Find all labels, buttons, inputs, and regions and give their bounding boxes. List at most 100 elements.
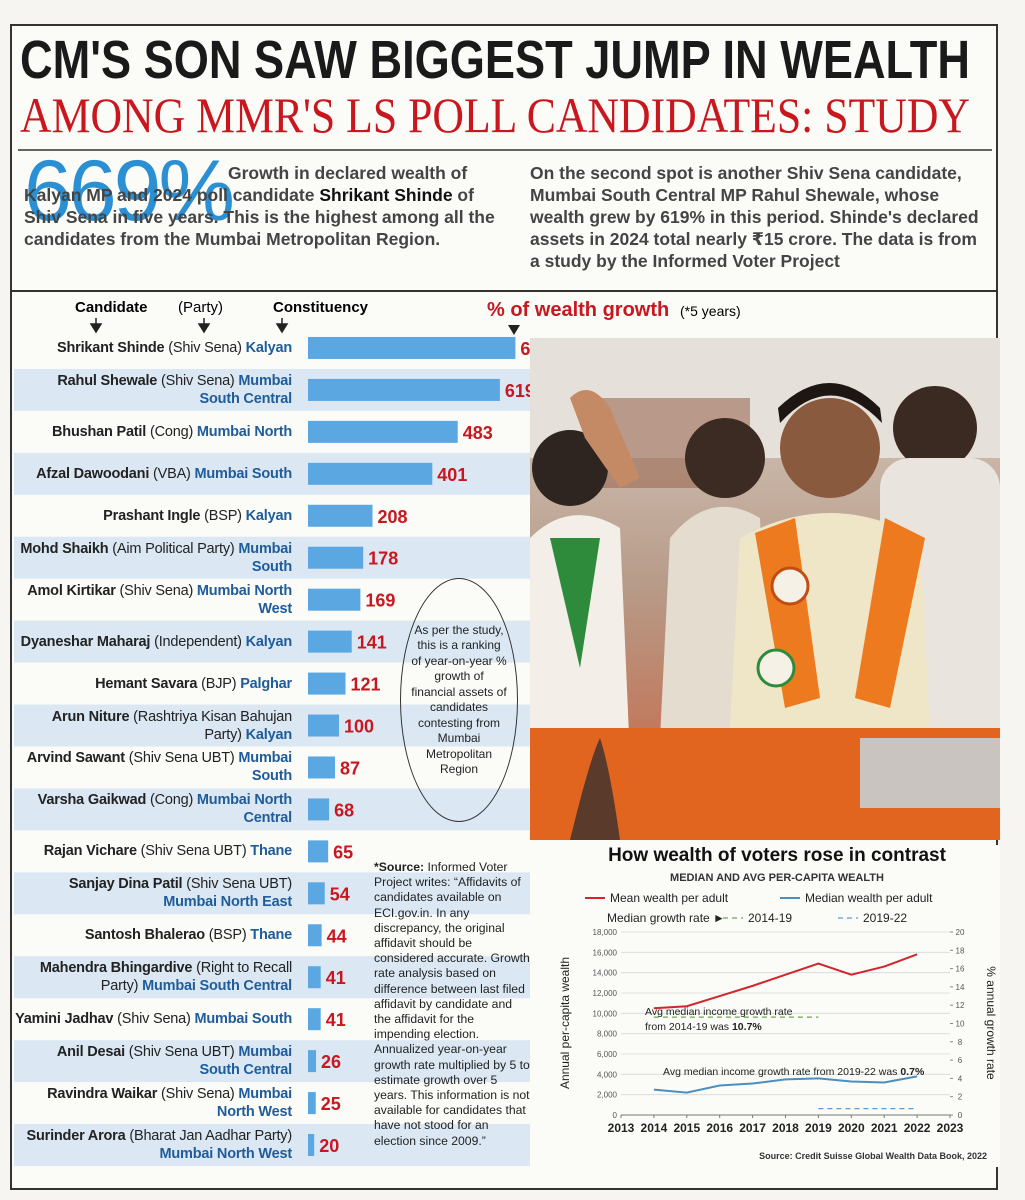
row-shade <box>14 452 530 495</box>
x-tick-label: 2013 <box>608 1121 635 1135</box>
x-tick-label: 2016 <box>706 1121 733 1135</box>
bar <box>308 1134 315 1157</box>
candidate-constituency: Mumbai North West <box>159 1146 293 1163</box>
annotation-text: Avg median income growth rate from 2019-… <box>663 1066 901 1078</box>
y2-tick-label: 8 <box>958 1038 963 1047</box>
annotation-text: Avg median income growth rate from 2014-… <box>645 1006 793 1033</box>
row-shade <box>14 1040 530 1083</box>
candidate-party: (Shiv Sena) <box>161 372 235 389</box>
candidate-name: Afzal Dawoodani <box>36 465 150 482</box>
candidate-name: Sanjay Dina Patil <box>68 876 183 893</box>
candidate-name: Arun Niture <box>51 708 130 725</box>
candidate-constituency: Mumbai North East <box>163 894 292 911</box>
growth-legend-title: Median growth rate ► <box>607 911 725 925</box>
candidate-constituency: Mumbai South <box>238 750 292 785</box>
bar <box>308 882 325 905</box>
y2-tick-label: 18 <box>956 946 965 955</box>
intro-text: Growth in declared wealth of Kalyan MP a… <box>24 163 468 205</box>
bar <box>308 714 339 737</box>
candidate-party: (Shiv Sena) <box>168 339 242 356</box>
headline-line: CM'S SON SAW BIGGEST JUMP IN WEALTH <box>20 30 970 90</box>
candidate-constituency: Kalyan <box>245 339 293 356</box>
candidate-party: (Aim Political Party) <box>112 540 235 557</box>
candidate-name: Prashant Ingle <box>103 507 201 524</box>
candidate-text: Surinder Arora (Bharat Jan Aadhar Party)… <box>14 1127 293 1163</box>
bar <box>308 1092 316 1115</box>
candidate-party: (Cong) <box>149 792 194 809</box>
value-label: 169 <box>365 591 395 611</box>
candidate-party: (BJP) <box>201 675 237 692</box>
line-chart-subtitle: MEDIAN AND AVG PER-CAPITA WEALTH <box>670 872 884 884</box>
y2-tick-label: 14 <box>956 983 965 992</box>
y-tick-label: 6,000 <box>597 1050 618 1059</box>
headline-stat: 669% <box>24 143 235 239</box>
header-candidate: Candidate <box>75 299 148 316</box>
series-line <box>653 953 918 1010</box>
value-label: 483 <box>463 423 493 443</box>
candidate-name: Ravindra Waikar <box>47 1086 158 1103</box>
x-tick-label: 2015 <box>673 1121 700 1135</box>
row-shade <box>14 1124 530 1166</box>
candidate-label: Afzal Dawoodani (VBA) Mumbai South <box>14 453 292 495</box>
header-arrow <box>508 325 520 335</box>
source-note: *Source: Informed Voter Project writes: … <box>374 860 532 1149</box>
candidate-constituency: Mumbai South Central <box>142 978 292 995</box>
candidate-label: Prashant Ingle (BSP) Kalyan <box>14 495 292 537</box>
candidate-text: Santosh Bhalerao (BSP) Thane <box>85 926 292 944</box>
value-label: 44 <box>327 926 347 946</box>
candidate-label: Mohd Shaikh (Aim Political Party) Mumbai… <box>14 537 292 579</box>
candidate-label: Rahul Shewale (Shiv Sena) Mumbai South C… <box>14 369 292 411</box>
x-tick-label: 2023 <box>937 1121 964 1135</box>
candidate-text: Arvind Sawant (Shiv Sena UBT) Mumbai Sou… <box>14 749 292 785</box>
intro: Growth in declared wealth of Kalyan MP a… <box>24 162 504 250</box>
candidate-party: (Shiv Sena) <box>119 582 194 599</box>
header-constituency: Constituency <box>273 299 369 316</box>
candidate-constituency: Mumbai North West <box>196 582 292 617</box>
candidate-text: Afzal Dawoodani (VBA) Mumbai South <box>36 465 292 483</box>
candidate-label: Mahendra Bhingardive (Right to Recall Pa… <box>14 956 292 998</box>
candidate-name: Varsha Gaikwad <box>37 792 147 809</box>
candidate-name: Yamini Jadhav <box>15 1011 114 1028</box>
candidate-text: Amol Kirtikar (Shiv Sena) Mumbai North W… <box>14 582 292 618</box>
value-label: 208 <box>377 507 407 527</box>
value-label: 68 <box>334 800 354 820</box>
candidate-label: Sanjay Dina Patil (Shiv Sena UBT) Mumbai… <box>14 872 292 914</box>
photo <box>530 338 1000 840</box>
value-label: 65 <box>333 842 353 862</box>
candidate-label: Dyaneshar Maharaj (Independent) Kalyan <box>14 621 293 663</box>
row-shade <box>14 872 530 915</box>
candidate-name: Anil Desai <box>56 1044 125 1061</box>
value-label: 25 <box>321 1094 341 1114</box>
bar <box>308 420 458 443</box>
candidate-text: Ravindra Waikar (Shiv Sena) Mumbai North… <box>14 1085 292 1121</box>
candidate-text: Anil Desai (Shiv Sena UBT) Mumbai South … <box>14 1043 292 1079</box>
y2-tick-label: 16 <box>956 965 965 974</box>
y-tick-label: 12,000 <box>593 989 618 998</box>
y2-axis-label: % annual growth rate <box>984 966 998 1080</box>
candidate-label: Varsha Gaikwad (Cong) Mumbai North Centr… <box>14 788 293 830</box>
candidate-label: Shrikant Shinde (Shiv Sena) Kalyan <box>14 327 292 369</box>
annotation: Avg median income growth rate from 2014-… <box>645 1005 815 1035</box>
bar <box>308 1050 317 1073</box>
candidate-constituency: Thane <box>250 843 292 860</box>
row-shade <box>14 956 530 999</box>
candidate-constituency: Kalyan <box>245 633 293 650</box>
headline-block: CM'S SON SAW BIGGEST JUMP IN WEALTH AMON… <box>18 30 992 151</box>
candidate-label: Rajan Vichare (Shiv Sena UBT) Thane <box>14 830 292 872</box>
candidate-party: (BSP) <box>204 507 242 524</box>
candidate-party: (Shiv Sena) <box>117 1011 191 1028</box>
note-oval: As per the study, this is a ranking of y… <box>400 578 518 822</box>
candidate-party: (Shiv Sena) <box>161 1086 235 1103</box>
candidate-name: Hemant Savara <box>95 675 198 692</box>
intro-text: of Shiv Sena in five years. This is the … <box>24 185 495 249</box>
candidate-label: Hemant Savara (BJP) Palghar <box>14 663 292 705</box>
bar <box>308 924 322 947</box>
candidate-party: (Shiv Sena UBT) <box>186 876 292 893</box>
bar <box>308 504 373 527</box>
annotation: Avg median income growth rate from 2019-… <box>663 1065 943 1080</box>
x-tick-label: 2017 <box>739 1121 766 1135</box>
y2-tick-label: 12 <box>956 1001 965 1010</box>
candidate-party: (BSP) <box>208 927 247 944</box>
bar <box>308 336 516 359</box>
candidate-text: Dyaneshar Maharaj (Independent) Kalyan <box>21 633 293 651</box>
